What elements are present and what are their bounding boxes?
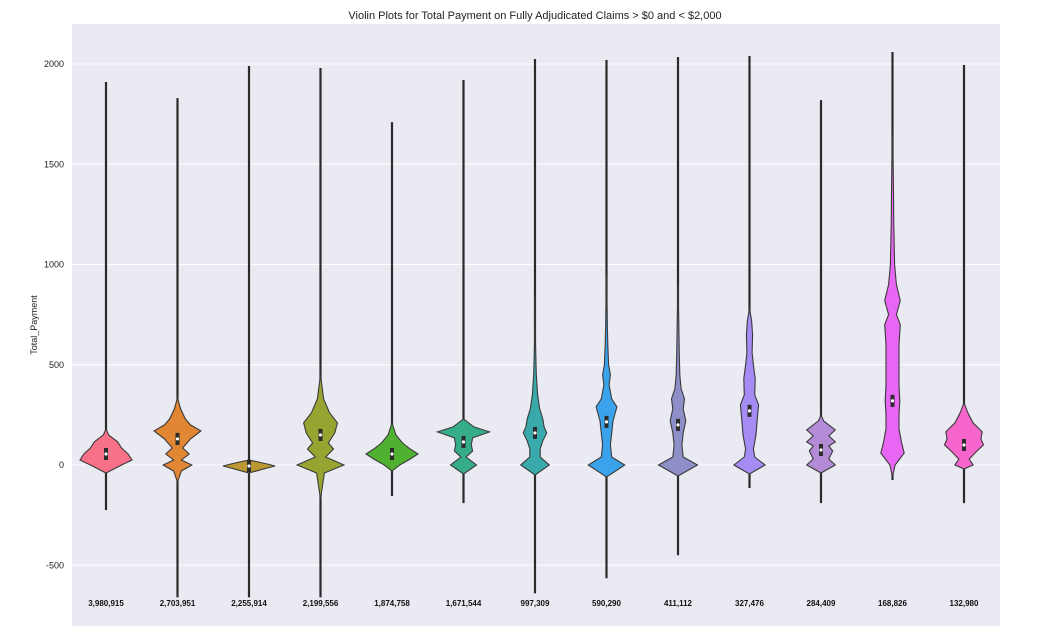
violin-body: [943, 401, 985, 470]
category-count-label: 327,476: [735, 599, 764, 608]
violin-median-point: [676, 423, 680, 427]
violin-median-point: [175, 437, 180, 441]
y-tick-label: 1500: [44, 159, 64, 169]
violin-body: [657, 284, 699, 477]
category-count-label: 1,671,544: [446, 599, 482, 608]
violin-body: [519, 294, 551, 476]
violin: [732, 55, 767, 489]
violin-median-point: [819, 448, 823, 452]
category-count-label: 411,112: [664, 599, 693, 608]
violin: [805, 100, 837, 504]
y-axis-ticks: -500 0 500 1000 1500 2000: [44, 59, 64, 570]
category-count-label: 168,826: [878, 599, 907, 608]
violin-median-point: [747, 409, 752, 413]
category-count-label: 284,409: [807, 599, 836, 608]
violin: [587, 59, 626, 579]
y-tick-label: -500: [46, 560, 64, 570]
y-axis-label: Total_Payment: [29, 295, 39, 355]
violin: [657, 56, 699, 556]
category-count-label: 3,980,915: [88, 599, 124, 608]
violin-median-point: [962, 443, 966, 447]
violin: [435, 80, 492, 504]
category-count-label: 2,255,914: [231, 599, 267, 608]
violin: [364, 122, 420, 497]
category-labels: 3,980,915 2,703,951 2,255,914 2,199,556 1,87…: [88, 599, 979, 608]
category-count-label: 2,703,951: [160, 599, 196, 608]
category-count-label: 132,980: [950, 599, 979, 608]
violins: [79, 51, 985, 598]
violin-median-point: [104, 452, 108, 456]
violin-median-point: [890, 399, 895, 403]
category-count-label: 590,290: [592, 599, 621, 608]
violin: [295, 68, 346, 598]
y-tick-label: 0: [59, 460, 64, 470]
violin-body: [364, 421, 420, 472]
violin: [79, 82, 133, 511]
violin-body: [587, 274, 626, 478]
violin: [519, 58, 551, 594]
violin-body: [880, 134, 905, 478]
chart-title: Violin Plots for Total Payment on Fully …: [348, 10, 721, 22]
violin-body: [732, 308, 767, 475]
violin-median-point: [390, 452, 394, 456]
violin: [943, 65, 985, 504]
y-tick-label: 500: [49, 360, 64, 370]
violin-median-point: [461, 440, 466, 444]
y-tick-label: 2000: [44, 59, 64, 69]
category-count-label: 1,874,758: [374, 599, 410, 608]
y-tick-label: 1000: [44, 260, 64, 270]
violin: [880, 51, 905, 481]
category-count-label: 2,199,556: [303, 599, 339, 608]
violin-median-point: [318, 433, 323, 437]
violin-median-point: [533, 431, 537, 435]
violin-median-point: [247, 464, 251, 468]
violin: [222, 66, 276, 598]
category-count-label: 997,309: [521, 599, 550, 608]
violin: [153, 98, 202, 598]
violin-median-point: [604, 420, 609, 424]
